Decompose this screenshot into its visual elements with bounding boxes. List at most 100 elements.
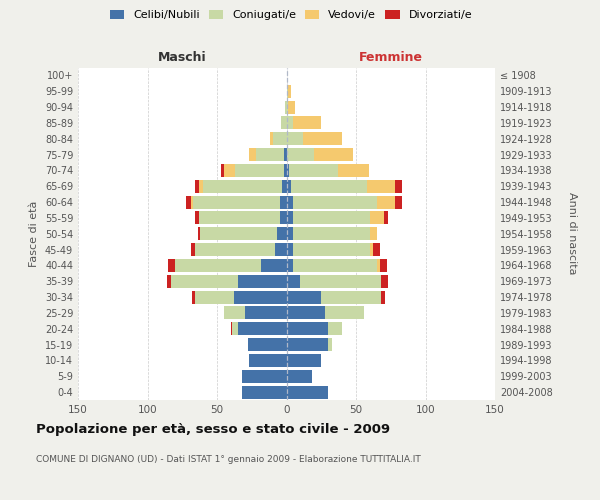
Bar	[195, 212, 199, 224]
Bar	[395, 180, 402, 192]
Bar	[249, 354, 287, 367]
Bar	[370, 228, 377, 240]
Bar	[280, 212, 287, 224]
Bar	[280, 196, 287, 208]
Bar	[287, 100, 288, 114]
Bar	[245, 306, 287, 320]
Bar	[283, 180, 287, 192]
Bar	[321, 290, 381, 304]
Bar	[328, 338, 332, 351]
Bar	[191, 196, 193, 208]
Bar	[277, 228, 287, 240]
Bar	[175, 259, 262, 272]
Bar	[287, 338, 328, 351]
Bar	[381, 290, 385, 304]
Bar	[377, 196, 395, 208]
Bar	[293, 259, 377, 272]
Bar	[287, 132, 303, 145]
Bar	[395, 196, 402, 208]
Bar	[242, 370, 287, 382]
Text: Maschi: Maschi	[158, 52, 206, 64]
Text: Femmine: Femmine	[359, 52, 423, 64]
Bar	[287, 212, 293, 224]
Bar	[249, 148, 256, 161]
Bar	[370, 212, 384, 224]
Bar	[233, 290, 287, 304]
Bar	[248, 338, 287, 351]
Bar	[195, 290, 233, 304]
Bar	[287, 370, 311, 382]
Bar	[290, 180, 367, 192]
Bar	[262, 259, 287, 272]
Bar	[377, 259, 380, 272]
Bar	[281, 116, 287, 130]
Bar	[287, 116, 293, 130]
Bar	[238, 322, 287, 335]
Bar	[287, 228, 293, 240]
Bar	[203, 180, 283, 192]
Bar	[287, 275, 301, 287]
Bar	[367, 180, 395, 192]
Bar	[191, 243, 195, 256]
Bar	[232, 322, 238, 335]
Bar	[284, 148, 287, 161]
Bar	[287, 290, 321, 304]
Bar	[169, 259, 175, 272]
Bar	[287, 386, 328, 398]
Text: COMUNE DI DIGNANO (UD) - Dati ISTAT 1° gennaio 2009 - Elaborazione TUTTITALIA.IT: COMUNE DI DIGNANO (UD) - Dati ISTAT 1° g…	[36, 455, 421, 464]
Bar	[301, 275, 381, 287]
Bar	[370, 243, 373, 256]
Bar	[231, 322, 232, 335]
Bar	[293, 228, 370, 240]
Bar	[192, 290, 195, 304]
Bar	[314, 148, 353, 161]
Bar	[235, 164, 284, 177]
Bar	[287, 243, 293, 256]
Bar	[200, 228, 277, 240]
Bar	[224, 306, 245, 320]
Legend: Celibi/Nubili, Coniugati/e, Vedovi/e, Divorziati/e: Celibi/Nubili, Coniugati/e, Vedovi/e, Di…	[106, 6, 476, 25]
Y-axis label: Fasce di età: Fasce di età	[29, 200, 39, 267]
Bar	[224, 164, 235, 177]
Bar	[193, 196, 280, 208]
Bar	[288, 85, 290, 98]
Bar	[384, 212, 388, 224]
Bar	[275, 243, 287, 256]
Bar	[325, 306, 364, 320]
Bar	[287, 306, 325, 320]
Bar	[338, 164, 368, 177]
Bar	[242, 386, 287, 398]
Bar	[187, 196, 191, 208]
Bar	[287, 148, 314, 161]
Bar	[293, 243, 370, 256]
Bar	[287, 354, 321, 367]
Bar	[287, 164, 289, 177]
Bar	[287, 322, 328, 335]
Text: Popolazione per età, sesso e stato civile - 2009: Popolazione per età, sesso e stato civil…	[36, 422, 390, 436]
Bar	[171, 275, 238, 287]
Bar	[293, 212, 370, 224]
Bar	[270, 132, 272, 145]
Bar	[195, 243, 275, 256]
Bar	[380, 259, 386, 272]
Bar	[167, 275, 171, 287]
Bar	[284, 164, 287, 177]
Y-axis label: Anni di nascita: Anni di nascita	[566, 192, 577, 275]
Bar	[272, 132, 287, 145]
Bar	[199, 212, 280, 224]
Bar	[373, 243, 380, 256]
Bar	[256, 148, 284, 161]
Bar	[238, 275, 287, 287]
Bar	[287, 85, 288, 98]
Bar	[288, 100, 295, 114]
Bar	[328, 322, 342, 335]
Bar	[285, 100, 287, 114]
Bar	[381, 275, 388, 287]
Bar	[289, 164, 338, 177]
Bar	[287, 196, 293, 208]
Bar	[199, 180, 203, 192]
Bar	[287, 180, 290, 192]
Bar	[303, 132, 342, 145]
Bar	[287, 259, 293, 272]
Bar	[293, 116, 321, 130]
